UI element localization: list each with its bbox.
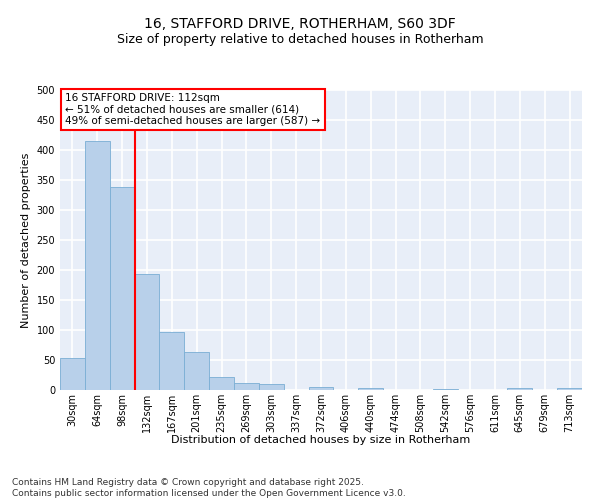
Bar — [134, 274, 160, 390]
Bar — [308, 387, 334, 390]
Text: Contains HM Land Registry data © Crown copyright and database right 2025.
Contai: Contains HM Land Registry data © Crown c… — [12, 478, 406, 498]
Text: 16, STAFFORD DRIVE, ROTHERHAM, S60 3DF: 16, STAFFORD DRIVE, ROTHERHAM, S60 3DF — [144, 18, 456, 32]
X-axis label: Distribution of detached houses by size in Rotherham: Distribution of detached houses by size … — [172, 435, 470, 445]
Bar — [557, 388, 582, 390]
Bar — [259, 384, 284, 390]
Bar — [209, 377, 234, 390]
Bar — [433, 389, 458, 390]
Y-axis label: Number of detached properties: Number of detached properties — [21, 152, 31, 328]
Bar — [110, 187, 134, 390]
Bar — [85, 141, 110, 390]
Bar — [508, 388, 532, 390]
Bar — [234, 383, 259, 390]
Bar — [184, 352, 209, 390]
Bar — [160, 332, 184, 390]
Bar — [60, 358, 85, 390]
Text: 16 STAFFORD DRIVE: 112sqm
← 51% of detached houses are smaller (614)
49% of semi: 16 STAFFORD DRIVE: 112sqm ← 51% of detac… — [65, 93, 320, 126]
Bar — [358, 388, 383, 390]
Text: Size of property relative to detached houses in Rotherham: Size of property relative to detached ho… — [116, 32, 484, 46]
